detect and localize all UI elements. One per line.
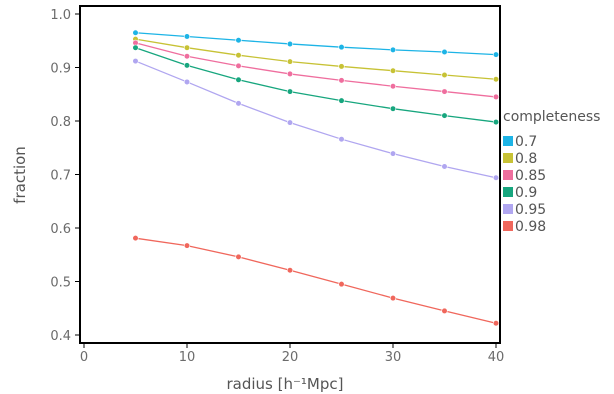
data-point bbox=[389, 294, 397, 302]
data-point bbox=[235, 37, 242, 44]
series-0.98 bbox=[132, 235, 500, 327]
data-point bbox=[286, 58, 294, 65]
legend-swatch bbox=[503, 153, 513, 163]
data-point bbox=[492, 118, 500, 126]
series-0.85 bbox=[132, 39, 500, 101]
data-point bbox=[492, 174, 500, 181]
x-tick-label: 20 bbox=[282, 350, 299, 365]
series-line bbox=[135, 237, 497, 324]
legend-swatch bbox=[503, 187, 513, 197]
data-point bbox=[235, 62, 242, 69]
series-line bbox=[135, 60, 497, 179]
data-point bbox=[235, 253, 242, 260]
data-point bbox=[441, 88, 448, 95]
data-point bbox=[441, 71, 448, 79]
data-point bbox=[235, 52, 242, 59]
data-point bbox=[235, 76, 242, 83]
y-tick-label: 0.8 bbox=[50, 115, 71, 130]
legend-label: 0.8 bbox=[515, 151, 537, 167]
y-axis-ticks: 0.4 0.5 0.6 0.7 0.8 0.9 1.0 bbox=[50, 8, 80, 344]
series-line bbox=[135, 32, 497, 56]
series-0.9 bbox=[132, 44, 500, 126]
data-point bbox=[338, 77, 345, 84]
data-point bbox=[183, 53, 191, 60]
data-point bbox=[492, 76, 500, 83]
data-point bbox=[286, 70, 294, 78]
y-tick-label: 1.0 bbox=[50, 8, 71, 23]
data-point bbox=[441, 307, 448, 315]
data-point bbox=[492, 93, 500, 101]
data-point bbox=[338, 136, 345, 143]
data-point bbox=[389, 67, 397, 74]
legend-label: 0.98 bbox=[515, 219, 546, 235]
x-axis-label: radius [h⁻¹Mpc] bbox=[227, 375, 344, 393]
y-tick-label: 0.4 bbox=[50, 329, 71, 344]
data-point bbox=[132, 235, 139, 242]
data-point bbox=[235, 100, 242, 107]
x-tick-label: 0 bbox=[80, 350, 88, 365]
y-tick-label: 0.5 bbox=[50, 276, 71, 291]
data-point bbox=[132, 44, 139, 51]
series-0.7 bbox=[132, 29, 500, 58]
x-tick-label: 30 bbox=[385, 350, 402, 365]
series-0.95 bbox=[132, 57, 500, 181]
data-point bbox=[286, 267, 294, 274]
legend-label: 0.7 bbox=[515, 134, 537, 150]
x-tick-label: 10 bbox=[179, 350, 196, 365]
data-point bbox=[441, 48, 448, 56]
data-point bbox=[389, 83, 397, 90]
data-point bbox=[183, 78, 191, 86]
data-point bbox=[183, 62, 191, 69]
data-point bbox=[338, 97, 345, 104]
data-point bbox=[441, 112, 448, 119]
data-point bbox=[132, 29, 139, 36]
data-point bbox=[338, 281, 345, 288]
series-line bbox=[135, 47, 497, 123]
series-layer bbox=[132, 29, 500, 327]
y-axis-label: fraction bbox=[11, 146, 29, 204]
legend-label: 0.85 bbox=[515, 168, 546, 184]
plot-frame bbox=[79, 5, 501, 344]
y-tick-label: 0.9 bbox=[50, 62, 71, 77]
data-point bbox=[183, 44, 191, 51]
legend-swatch bbox=[503, 170, 513, 180]
x-axis-ticks: 0 10 20 30 40 bbox=[80, 343, 504, 365]
legend-label: 0.9 bbox=[515, 185, 537, 201]
y-tick-label: 0.7 bbox=[50, 169, 71, 184]
data-point bbox=[389, 105, 397, 112]
data-point bbox=[338, 44, 345, 51]
x-tick-label: 40 bbox=[488, 350, 505, 365]
legend-title: completeness bbox=[503, 109, 600, 125]
data-point bbox=[492, 51, 500, 58]
data-point bbox=[441, 163, 448, 170]
data-point bbox=[286, 119, 294, 126]
series-line bbox=[135, 42, 497, 98]
y-tick-label: 0.6 bbox=[50, 222, 71, 237]
legend-swatch bbox=[503, 204, 513, 214]
legend: 0.70.80.850.90.950.98 bbox=[503, 134, 546, 235]
data-point bbox=[338, 63, 345, 70]
data-point bbox=[389, 150, 397, 157]
series-0.8 bbox=[132, 36, 500, 83]
data-point bbox=[183, 242, 191, 249]
data-point bbox=[492, 320, 500, 327]
legend-swatch bbox=[503, 221, 513, 231]
data-point bbox=[286, 40, 294, 48]
data-point bbox=[132, 57, 139, 65]
legend-swatch bbox=[503, 136, 513, 146]
data-point bbox=[286, 88, 294, 95]
data-point bbox=[389, 46, 397, 53]
data-point bbox=[183, 33, 191, 40]
series-line bbox=[135, 38, 497, 80]
legend-label: 0.95 bbox=[515, 202, 546, 218]
